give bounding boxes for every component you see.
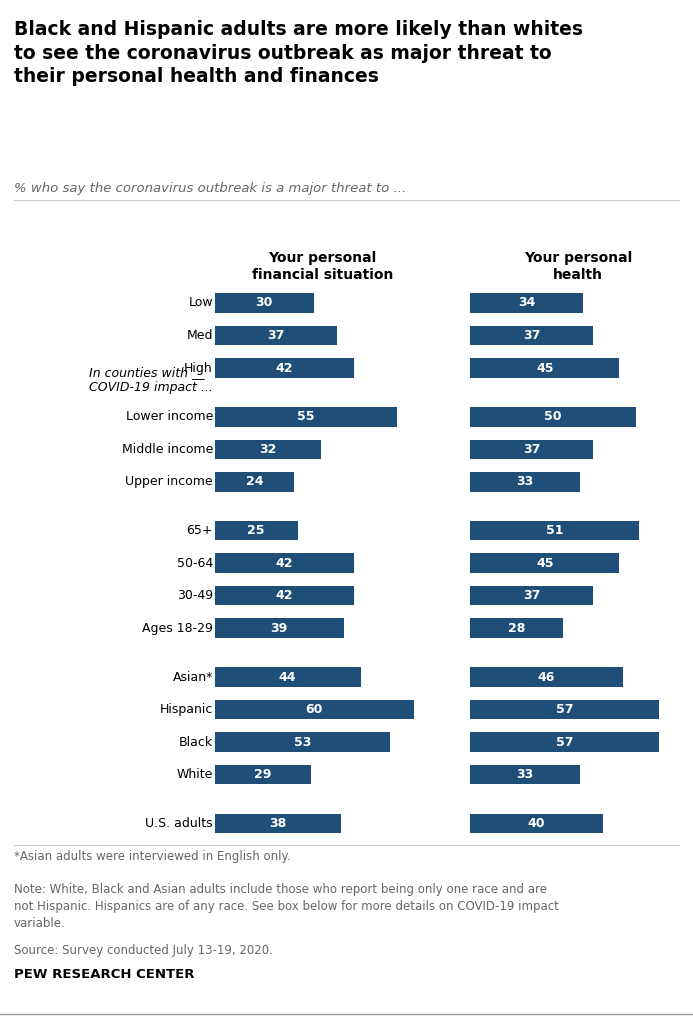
- Text: Upper income: Upper income: [125, 475, 213, 488]
- Bar: [470, 358, 620, 378]
- Bar: [215, 586, 354, 605]
- Text: High: High: [184, 361, 213, 375]
- Text: 38: 38: [269, 817, 286, 829]
- Bar: [215, 472, 295, 492]
- Bar: [215, 618, 344, 638]
- Text: 34: 34: [518, 297, 535, 309]
- Bar: [470, 732, 659, 752]
- Text: 37: 37: [523, 329, 540, 342]
- Text: 55: 55: [297, 411, 315, 423]
- Text: U.S. adults: U.S. adults: [146, 817, 213, 829]
- Text: 45: 45: [536, 361, 554, 375]
- Text: 37: 37: [267, 329, 285, 342]
- Text: Black: Black: [179, 735, 213, 749]
- Text: 25: 25: [247, 524, 265, 538]
- Bar: [215, 326, 337, 345]
- Text: 65+: 65+: [186, 524, 213, 538]
- Text: % who say the coronavirus outbreak is a major threat to ...: % who say the coronavirus outbreak is a …: [14, 181, 406, 195]
- Text: 33: 33: [516, 475, 534, 488]
- Bar: [470, 408, 636, 427]
- Text: 39: 39: [271, 622, 288, 635]
- Text: 57: 57: [556, 735, 573, 749]
- Bar: [215, 521, 297, 541]
- Text: PEW RESEARCH CENTER: PEW RESEARCH CENTER: [14, 968, 194, 981]
- Text: 24: 24: [245, 475, 263, 488]
- Bar: [470, 439, 593, 459]
- Text: 50-64: 50-64: [177, 557, 213, 569]
- Text: 30: 30: [256, 297, 273, 309]
- Text: Lower income: Lower income: [125, 411, 213, 423]
- Text: 44: 44: [279, 671, 297, 684]
- Bar: [215, 699, 414, 719]
- Text: Source: Survey conducted July 13-19, 2020.: Source: Survey conducted July 13-19, 202…: [14, 944, 273, 957]
- Text: White: White: [177, 768, 213, 781]
- Text: 33: 33: [516, 768, 534, 781]
- Text: Ages 18-29: Ages 18-29: [142, 622, 213, 635]
- Bar: [215, 668, 360, 687]
- Text: Your personal
health: Your personal health: [524, 252, 632, 282]
- Bar: [470, 521, 640, 541]
- Text: 53: 53: [294, 735, 311, 749]
- Bar: [470, 326, 593, 345]
- Text: Asian*: Asian*: [173, 671, 213, 684]
- Text: Med: Med: [186, 329, 213, 342]
- Text: 29: 29: [254, 768, 272, 781]
- Text: 57: 57: [556, 703, 573, 716]
- Bar: [215, 439, 321, 459]
- Text: 32: 32: [259, 442, 277, 456]
- Text: 51: 51: [546, 524, 563, 538]
- Bar: [470, 293, 583, 312]
- Bar: [470, 553, 620, 573]
- Text: 60: 60: [306, 703, 323, 716]
- Text: 46: 46: [538, 671, 555, 684]
- Text: In counties with __
COVID-19 impact ...: In counties with __ COVID-19 impact ...: [89, 367, 213, 394]
- Text: 40: 40: [527, 817, 545, 829]
- Bar: [215, 358, 354, 378]
- Bar: [215, 732, 390, 752]
- Text: Middle income: Middle income: [121, 442, 213, 456]
- Text: 50: 50: [544, 411, 562, 423]
- Bar: [470, 618, 563, 638]
- Bar: [470, 699, 659, 719]
- Text: Hispanic: Hispanic: [159, 703, 213, 716]
- Text: 42: 42: [276, 361, 293, 375]
- Bar: [470, 814, 603, 834]
- Text: 28: 28: [508, 622, 525, 635]
- Text: 30-49: 30-49: [177, 589, 213, 602]
- Bar: [215, 765, 310, 784]
- Bar: [470, 472, 579, 492]
- Text: Low: Low: [188, 297, 213, 309]
- Bar: [215, 408, 397, 427]
- Text: 45: 45: [536, 557, 554, 569]
- Bar: [470, 668, 623, 687]
- Text: 37: 37: [523, 442, 540, 456]
- Text: 42: 42: [276, 557, 293, 569]
- Bar: [215, 553, 354, 573]
- Bar: [470, 765, 579, 784]
- Bar: [215, 293, 314, 312]
- Text: 37: 37: [523, 589, 540, 602]
- Bar: [470, 586, 593, 605]
- Text: Your personal
financial situation: Your personal financial situation: [252, 252, 393, 282]
- Text: Black and Hispanic adults are more likely than whites
to see the coronavirus out: Black and Hispanic adults are more likel…: [14, 20, 583, 86]
- Bar: [215, 814, 341, 834]
- Text: Note: White, Black and Asian adults include those who report being only one race: Note: White, Black and Asian adults incl…: [14, 883, 559, 930]
- Text: *Asian adults were interviewed in English only.: *Asian adults were interviewed in Englis…: [14, 850, 290, 863]
- Text: 42: 42: [276, 589, 293, 602]
